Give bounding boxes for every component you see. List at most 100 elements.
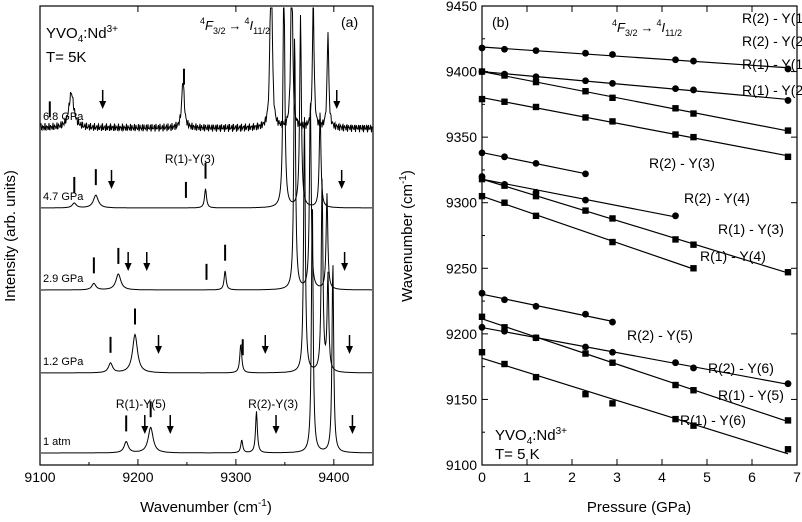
spectra-x-tick-label: 9200 xyxy=(122,469,153,485)
data-point-square xyxy=(478,175,486,183)
data-point-circle xyxy=(582,170,589,178)
peak-marker-arrow-head xyxy=(141,426,149,434)
data-point-circle xyxy=(582,49,589,57)
spectrum-line xyxy=(41,117,372,374)
pressure-y-tick-label: 9300 xyxy=(446,195,477,211)
pressure-temperature-label: T= 5 K xyxy=(495,446,540,463)
spectrum-pressure-label: 4.7 GPa xyxy=(43,191,84,203)
pressure-x-tick-label: 6 xyxy=(748,469,756,485)
spectrum-pressure-label: 6.8 GPa xyxy=(43,111,84,123)
data-point-square xyxy=(532,192,540,200)
spectra-x-tick-label: 9100 xyxy=(24,469,55,485)
data-point-circle xyxy=(501,45,508,53)
spectrum-trace-1-2-gpa: 1.2 GPa xyxy=(41,117,372,374)
spectra-x-axis-label: Wavenumber (cm-1) xyxy=(140,498,272,516)
spectrum-line xyxy=(41,7,372,209)
pressure-y-tick-label: 9350 xyxy=(446,129,477,145)
data-point-circle xyxy=(582,343,589,351)
series-label: R(1) - Y(3) xyxy=(718,221,784,237)
peak-marker-arrow-head xyxy=(333,101,341,109)
series-label: R(1) - Y(1) xyxy=(742,56,802,72)
fit-line xyxy=(481,97,789,157)
pressure-x-tick-label: 2 xyxy=(568,469,576,485)
pressure-y-axis-label: Wavenumber (cm-1) xyxy=(398,170,416,302)
pressure-y-tick-label: 9150 xyxy=(446,391,477,407)
data-point-circle xyxy=(532,73,540,81)
peak-marker-arrow-head xyxy=(107,181,115,189)
spectra-panel-label: (a) xyxy=(341,14,358,30)
data-point-circle xyxy=(784,380,792,388)
data-point-circle xyxy=(784,97,792,104)
peak-marker-arrow-head xyxy=(261,346,269,354)
spectrum-trace-1-atm: 1 atm R(1)-Y(5) R(2)-Y(3) xyxy=(41,209,372,454)
data-point-circle xyxy=(690,57,697,65)
data-point-square xyxy=(501,360,508,368)
pressure-y-tick-label: 9250 xyxy=(446,260,477,276)
series-r-1-y-4: R(1) - Y(4) xyxy=(478,192,766,272)
series-r-1-y-2: R(1) - Y(2) xyxy=(478,82,802,161)
data-point-circle xyxy=(672,212,679,220)
spectrum-line xyxy=(41,38,372,291)
spectrum-annotation: R(2)-Y(3) xyxy=(248,397,298,411)
fit-line xyxy=(481,195,694,270)
series-r-1-y-3: R(1) - Y(3) xyxy=(478,175,792,276)
data-point-circle xyxy=(532,47,540,54)
data-point-square xyxy=(478,95,486,103)
peak-marker-arrow-head xyxy=(124,263,132,271)
data-point-square xyxy=(672,415,679,423)
data-point-square xyxy=(609,238,616,246)
series-r-1-y-1: R(1) - Y(1) xyxy=(478,56,802,134)
data-point-square xyxy=(609,118,616,125)
data-point-square xyxy=(784,153,792,161)
series-r-2-y-3: R(2) - Y(3) xyxy=(478,149,715,178)
series-label: R(2) - Y(3) xyxy=(649,155,715,171)
pressure-transition-label: 4F3/2 → 4I11/2 xyxy=(612,18,682,38)
data-point-square xyxy=(582,114,589,121)
peak-marker-arrow-head xyxy=(272,426,280,434)
series-label: R(1) - Y(4) xyxy=(700,248,766,264)
data-point-square xyxy=(582,88,589,95)
data-point-square xyxy=(690,241,697,248)
spectra-temperature-label: T= 5K xyxy=(46,49,86,66)
series-r-2-y-1: R(2) - Y(1) xyxy=(478,10,802,73)
data-point-square xyxy=(784,417,792,424)
data-point-square xyxy=(690,387,697,394)
data-point-square xyxy=(609,94,616,101)
data-point-square xyxy=(609,215,616,222)
data-point-circle xyxy=(582,77,589,85)
peak-marker-arrow-head xyxy=(155,346,163,354)
series-r-2-y-4: R(2) - Y(4) xyxy=(478,173,750,220)
data-point-circle xyxy=(501,296,508,304)
spectra-panel: (a) YVO4:Nd3+ T= 5K 4F3/2 → 4I11/2 Wavenum… xyxy=(2,5,374,516)
peak-marker-arrow-head xyxy=(345,346,353,354)
data-point-square xyxy=(609,400,616,407)
data-point-circle xyxy=(478,289,486,297)
data-point-square xyxy=(501,72,508,79)
fit-line xyxy=(481,178,676,218)
data-point-square xyxy=(532,373,540,381)
peak-marker-arrow-head xyxy=(348,426,356,434)
spectra-transition-label: 4F3/2 → 4I11/2 xyxy=(200,16,270,36)
peak-marker-arrow-head xyxy=(143,263,151,271)
data-point-circle xyxy=(478,323,486,331)
data-point-circle xyxy=(532,302,540,310)
spectrum-line xyxy=(40,7,373,133)
fit-line xyxy=(481,70,789,132)
data-point-square xyxy=(690,422,697,429)
data-point-square xyxy=(672,381,679,389)
data-point-square xyxy=(582,390,589,398)
series-label: R(2) - Y(6) xyxy=(708,360,774,376)
pressure-x-tick-label: 1 xyxy=(523,469,531,485)
data-point-circle xyxy=(532,159,540,167)
data-point-circle xyxy=(582,196,589,204)
data-point-square xyxy=(532,78,540,86)
series-label: R(1) - Y(6) xyxy=(680,412,746,428)
data-point-square xyxy=(690,110,697,117)
spectrum-annotation: R(1)-Y(3) xyxy=(165,152,215,166)
series-label: R(1) - Y(5) xyxy=(718,387,784,403)
spectrum-pressure-label: 2.9 GPa xyxy=(43,273,84,285)
pressure-x-tick-label: 7 xyxy=(793,469,801,485)
spectra-plot-frame xyxy=(39,5,374,466)
spectra-y-axis-label: Intensity (arb. units) xyxy=(2,170,19,302)
